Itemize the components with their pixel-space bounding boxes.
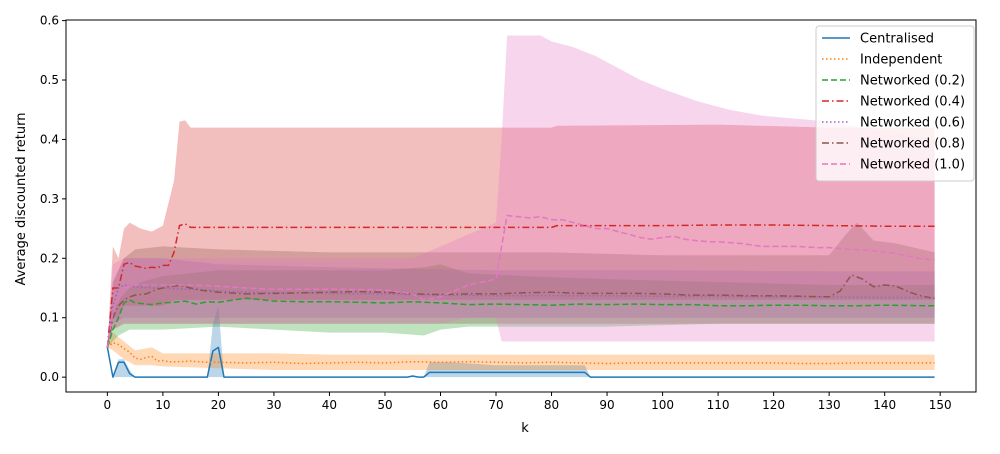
- x-tick-label: 80: [544, 398, 559, 412]
- band-networked-0-4: [107, 120, 935, 348]
- legend-label-networked-0-4: Networked (0.4): [860, 95, 965, 110]
- x-tick-label: 120: [762, 398, 785, 412]
- x-tick-label: 0: [104, 398, 112, 412]
- y-tick-label: 0.4: [40, 132, 59, 146]
- axes: 0 10 20 30 40 50 60 70 80 90 100 110 120 130 140 150 0.0…: [40, 14, 977, 412]
- x-axis-label: k: [521, 421, 529, 436]
- band-networked-1-0: [107, 35, 935, 348]
- x-tick-label: 20: [211, 398, 226, 412]
- y-tick-label: 0.3: [40, 192, 59, 206]
- line-networked-0-2: [106, 297, 935, 348]
- x-tick-label: 110: [707, 398, 730, 412]
- confidence-bands: [107, 35, 935, 378]
- y-tick-label: 0.5: [40, 73, 59, 87]
- legend-box: [815, 25, 975, 182]
- plot-frame: [65, 19, 977, 393]
- y-tick-label: 0.2: [40, 251, 59, 265]
- legend-label-centralised: Centralised: [860, 32, 934, 47]
- legend: Centralised Independent Networked (0.2) Net…: [815, 25, 975, 182]
- line-networked-0-4: [106, 223, 935, 348]
- x-tick-label: 50: [377, 398, 392, 412]
- x-tick-label: 90: [599, 398, 614, 412]
- legend-label-independent: Independent: [860, 53, 942, 68]
- line-centralised: [106, 346, 935, 378]
- x-tick-label: 40: [322, 398, 337, 412]
- y-axis-label: Average discounted return: [14, 113, 29, 286]
- band-networked-0-6: [107, 258, 935, 348]
- x-tick-label: 130: [818, 398, 841, 412]
- y-tick-label: 0.0: [40, 370, 59, 384]
- x-tick-label: 60: [433, 398, 448, 412]
- legend-label-networked-1-0: Networked (1.0): [860, 158, 965, 173]
- x-tick-label: 100: [651, 398, 674, 412]
- x-tick-label: 140: [873, 398, 896, 412]
- band-networked-0-8: [107, 222, 935, 348]
- y-tick-label: 0.1: [40, 311, 59, 325]
- legend-label-networked-0-8: Networked (0.8): [860, 137, 965, 152]
- line-networked-1-0: [106, 214, 935, 348]
- line-networked-0-8: [106, 274, 935, 348]
- legend-label-networked-0-2: Networked (0.2): [860, 74, 965, 89]
- y-tick-label: 0.6: [40, 14, 59, 28]
- series-lines: [106, 214, 935, 378]
- x-tick-label: 70: [488, 398, 503, 412]
- line-independent: [106, 341, 935, 365]
- x-tick-label: 150: [929, 398, 952, 412]
- band-independent: [107, 332, 935, 370]
- x-tick-label: 30: [266, 398, 281, 412]
- band-networked-0-2: [107, 264, 935, 348]
- legend-label-networked-0-6: Networked (0.6): [860, 116, 965, 131]
- x-tick-label: 10: [155, 398, 170, 412]
